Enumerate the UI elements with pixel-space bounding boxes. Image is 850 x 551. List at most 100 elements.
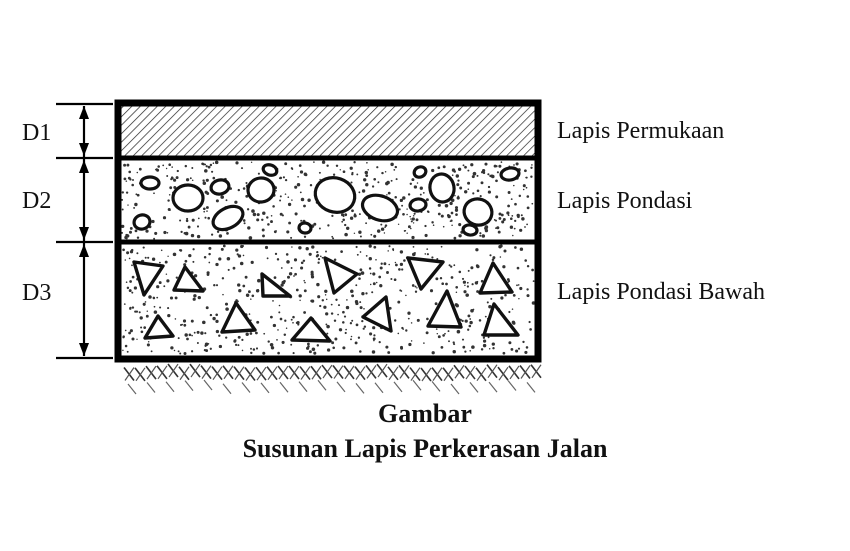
aggregate-dot [349,216,354,220]
aggregate-dot [363,325,367,328]
aggregate-dot [466,285,470,288]
ground-hatch [355,366,366,380]
aggregate-dot [252,348,256,351]
aggregate-dot [278,311,281,314]
aggregate-dot [261,218,264,222]
aggregate-dot [467,328,470,331]
aggregate-dot [394,261,397,264]
aggregate-dot [204,163,207,166]
aggregate-dot [364,170,369,175]
aggregate-dot [409,182,412,185]
aggregate-dot [131,264,133,267]
aggregate-dot [425,331,429,335]
aggregate-dot [350,335,353,338]
aggregate-triangle [323,256,359,295]
aggregate-dot [143,326,147,329]
aggregate-dot [319,304,322,308]
aggregate-dot [277,329,279,331]
aggregate-dot [303,279,305,282]
aggregate-dot [303,289,307,293]
aggregate-dot [353,161,356,164]
aggregate-dot [212,316,216,321]
ground-hatch [526,381,536,393]
aggregate-dot [222,244,226,248]
aggregate-dot [372,272,376,276]
aggregate-dot [393,278,397,282]
aggregate-dot [242,284,246,288]
aggregate-triangle [482,302,520,337]
aggregate-dot [513,227,516,230]
aggregate-dot [189,177,192,180]
aggregate-dot [454,194,456,197]
dimension-arrows [79,106,89,356]
aggregate-dot [206,210,208,212]
aggregate-dot [331,214,334,218]
aggregate-dot [407,225,411,229]
ground-hatch [454,364,465,379]
aggregate-dot [326,324,330,329]
aggregate-dot [369,283,372,286]
aggregate-dot [377,181,380,184]
aggregate-dot [412,214,415,217]
aggregate-dot [345,328,347,331]
aggregate-dot [462,164,465,167]
aggregate-dot [504,293,507,297]
aggregate-triangle [132,260,165,297]
aggregate-dot [218,257,222,261]
aggregate-dot [431,351,435,355]
aggregate-dot [372,337,376,341]
aggregate-dot [262,234,265,238]
aggregate-dot [424,233,428,238]
aggregate-dot [464,165,467,169]
aggregate-dot [298,164,302,167]
aggregate-dot [492,347,495,350]
aggregate-dot [204,169,208,173]
aggregate-dot [135,310,139,313]
aggregate-triangle [260,272,292,298]
aggregate-dot [484,225,489,229]
aggregate-dot [316,282,320,287]
aggregate-dot [303,172,307,176]
aggregate-dot [242,245,244,247]
pebble [360,193,400,223]
aggregate-dot [126,350,129,353]
aggregate-dot [531,301,536,305]
aggregate-dot [192,297,196,301]
aggregate-dot [129,226,133,230]
aggregate-dot [355,245,358,249]
pebble [499,166,521,182]
aggregate-triangle [361,295,393,333]
aggregate-dot [387,351,391,354]
aggregate-dot [514,202,517,206]
aggregate-dot [125,281,128,283]
aggregate-dot [325,298,328,301]
aggregate-dot [394,319,397,322]
aggregate-dot [317,261,320,264]
aggregate-dot [375,259,377,261]
pebble [412,165,428,179]
aggregate-dot [441,282,445,286]
aggregate-dot [168,194,171,196]
aggregate-dot [362,327,365,330]
aggregate-dot [416,182,419,184]
aggregate-dot [414,285,417,288]
aggregate-dot [502,351,506,355]
aggregate-dot [146,310,149,312]
aggregate-dot [507,204,510,208]
aggregate-dot [295,321,298,324]
aggregate-dot [376,166,379,169]
aggregate-dot [408,342,412,347]
ground-hatch [245,367,256,381]
aggregate-dot [526,288,529,291]
aggregate-dot [513,184,515,187]
aggregate-dot [518,194,522,198]
aggregate-dot [488,305,492,309]
aggregate-dot [359,350,362,353]
aggregate-dot [476,290,480,293]
aggregate-dot [333,319,337,322]
aggregate-dot [324,289,328,293]
aggregate-dot [173,349,176,352]
aggregate-dot [139,316,143,320]
aggregate-dot [510,198,513,201]
ground-hatch [520,365,531,379]
